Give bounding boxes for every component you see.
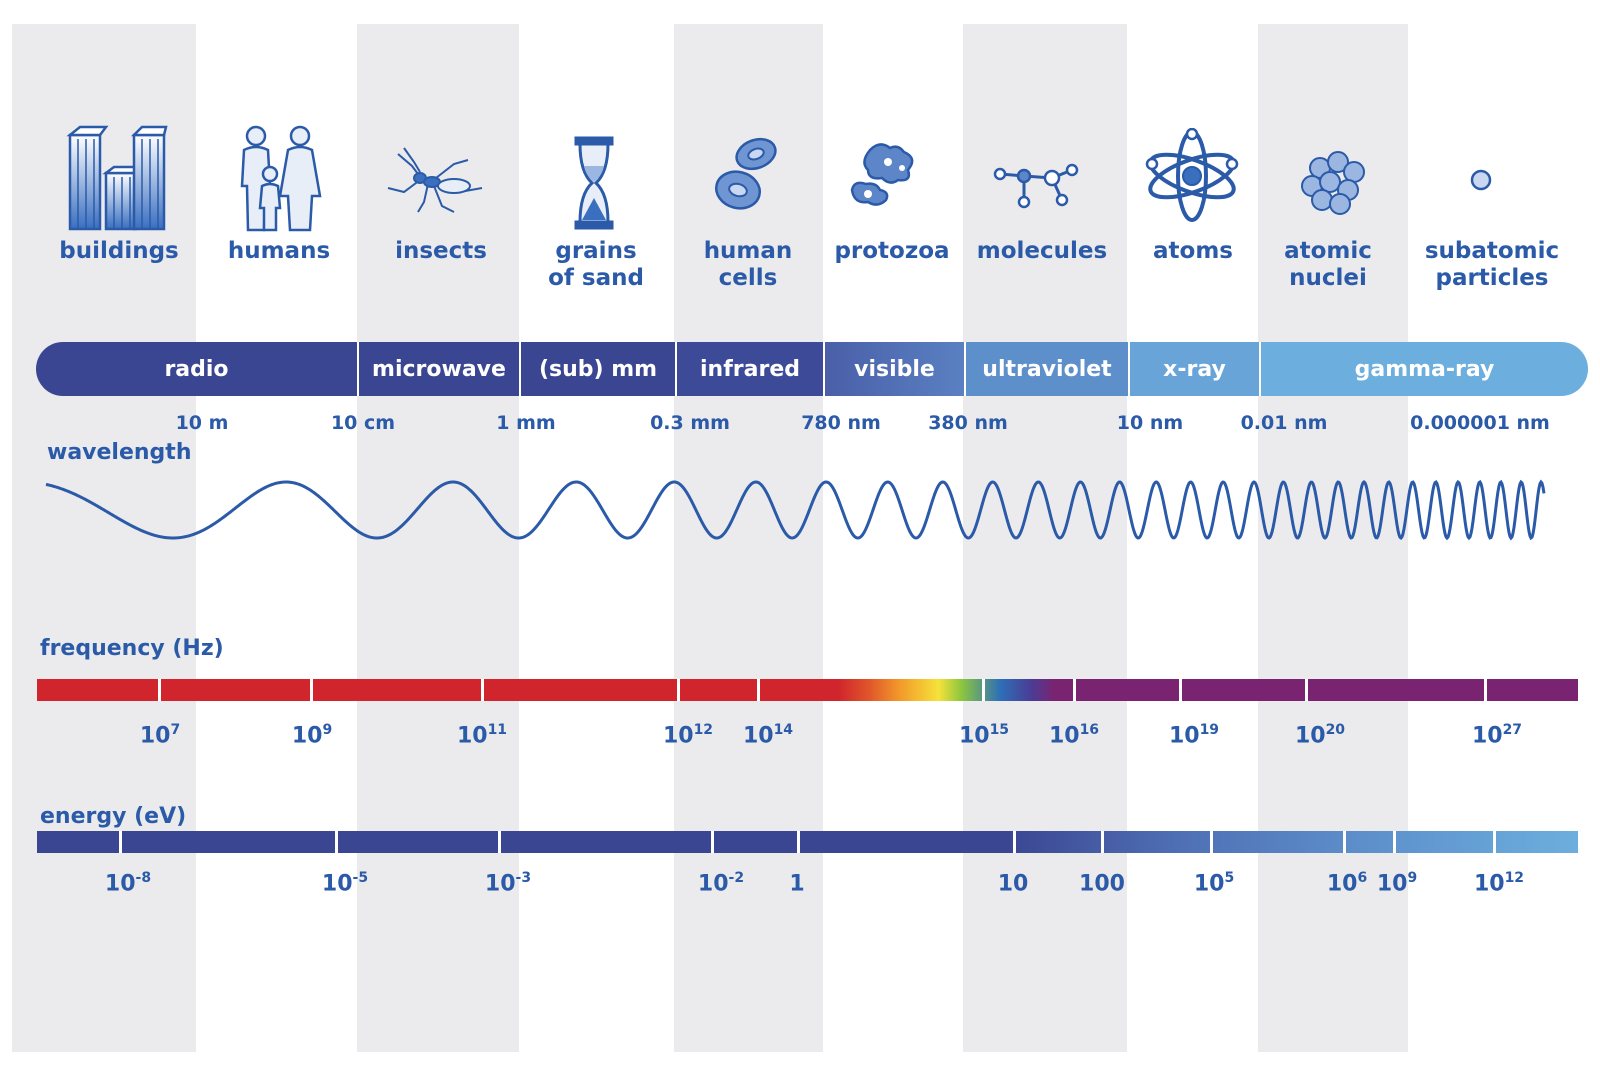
energy-tick [1393,831,1396,853]
object-label-insects: insects [395,238,487,264]
frequency-tick [757,679,760,701]
protozoa-icon [850,143,914,206]
frequency-value: 1012 [662,722,714,749]
frequency-value: 1027 [1471,722,1523,749]
energy-value: 109 [1376,870,1418,897]
wavelength-label: 780 nm [801,412,881,434]
wavelength-label: 10 nm [1116,412,1184,434]
object-label-atomic-nuclei: atomic nuclei [1284,238,1372,291]
frequency-tick [481,679,484,701]
buildings-icon [66,125,168,231]
energy-tick [119,831,122,853]
frequency-title: frequency (Hz) [40,636,224,661]
band-radio: radio [36,342,357,396]
frequency-value: 109 [291,722,333,749]
frequency-value: 1019 [1168,722,1220,749]
object-label-buildings: buildings [59,238,179,264]
energy-tick [1210,831,1213,853]
frequency-bar [37,679,1578,701]
energy-value: 100 [1079,871,1125,897]
spectrum-band-bar: radio microwave (sub) mm infrared visibl… [36,342,1588,396]
energy-bar [37,831,1578,853]
frequency-tick [158,679,161,701]
energy-value: 10 [997,871,1029,897]
band-x-ray: x-ray [1128,342,1259,396]
energy-tick [797,831,800,853]
object-label-grains-of-sand: grains of sand [548,238,644,291]
object-label-atoms: atoms [1153,238,1233,264]
band-microwave: microwave [357,342,519,396]
energy-value: 106 [1326,870,1368,897]
energy-value: 10-2 [697,870,745,897]
wavelength-wave [45,479,1546,541]
molecule-icon [993,163,1079,209]
wavelength-label: 10 m [175,412,229,434]
insect-icon [387,147,483,213]
frequency-tick [1305,679,1308,701]
frequency-tick [1179,679,1182,701]
energy-value: 10-5 [321,870,369,897]
energy-tick [1343,831,1346,853]
energy-value: 1012 [1473,870,1525,897]
frequency-tick [1073,679,1076,701]
humans-icon [240,125,322,232]
object-label-human-cells: human cells [703,238,793,291]
cells-icon [714,137,777,210]
energy-tick [498,831,501,853]
band-ultraviolet: ultraviolet [964,342,1128,396]
object-label-protozoa: protozoa [834,238,950,264]
frequency-tick [677,679,680,701]
energy-tick [1013,831,1016,853]
wavelength-label: 1 mm [496,412,556,434]
energy-tick [335,831,338,853]
frequency-value: 1016 [1048,722,1100,749]
background-stripe [1258,24,1408,1052]
frequency-tick [1484,679,1487,701]
particle-icon [1470,169,1492,191]
object-label-subatomic-particles: subatomic particles [1424,238,1560,291]
frequency-tick [310,679,313,701]
frequency-value: 1014 [742,722,794,749]
energy-tick [1101,831,1104,853]
energy-value: 10-3 [484,870,532,897]
frequency-value: 1015 [958,722,1010,749]
frequency-value: 1020 [1294,722,1346,749]
wavelength-label: 0.000001 nm [1410,412,1550,434]
energy-value: 10-8 [104,870,152,897]
energy-title: energy (eV) [40,804,187,829]
object-label-molecules: molecules [976,238,1108,264]
object-label-humans: humans [227,238,331,264]
wavelength-label: 380 nm [928,412,1008,434]
wavelength-label: 10 cm [330,412,396,434]
hourglass-icon [574,136,614,230]
band-visible: visible [823,342,964,396]
band-sub-mm: (sub) mm [519,342,675,396]
energy-value: 1 [789,871,805,897]
frequency-value: 107 [139,722,181,749]
frequency-value: 1011 [456,722,508,749]
wavelength-label: 0.3 mm [650,412,730,434]
frequency-tick [982,679,985,701]
energy-tick [1493,831,1496,853]
wavelength-title: wavelength [47,440,192,465]
band-infrared: infrared [675,342,823,396]
wavelength-label: 0.01 nm [1240,412,1328,434]
atom-icon [1145,128,1239,222]
band-gamma-ray: gamma-ray [1259,342,1588,396]
energy-value: 105 [1193,870,1235,897]
energy-tick [711,831,714,853]
nucleus-icon [1301,151,1365,215]
